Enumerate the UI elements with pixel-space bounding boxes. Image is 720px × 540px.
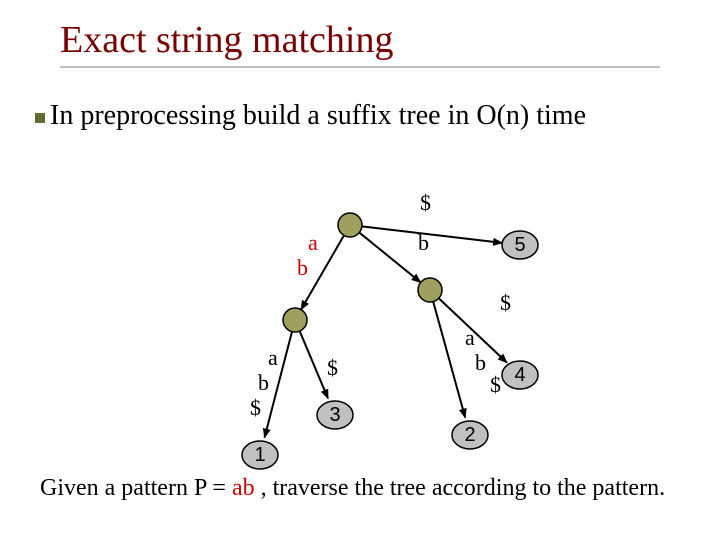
edge-label: b [418, 230, 429, 255]
leaf-label: 3 [329, 404, 340, 426]
internal-node [338, 213, 362, 237]
bottom-suffix: , traverse the tree according to the pat… [255, 475, 665, 501]
tree-edge [300, 331, 328, 398]
bottom-caption: Given a pattern P = ab , traverse the tr… [40, 475, 680, 502]
edge-label: b [258, 370, 269, 395]
edge-label: $ [420, 190, 431, 215]
edge-label: a [268, 345, 278, 370]
suffix-tree-diagram: 54231 $bab$ab$$ab$ [0, 0, 720, 540]
edge-label: b [297, 255, 308, 280]
pattern-text: ab [232, 475, 255, 501]
leaf-label: 2 [464, 424, 475, 446]
internal-node [418, 278, 442, 302]
tree-edge [359, 233, 420, 283]
edge-label: $ [490, 372, 501, 397]
edge-label: $ [500, 290, 511, 315]
edge-label: a [308, 230, 318, 255]
bottom-prefix: Given a pattern P = [40, 475, 232, 501]
edge-label: b [475, 350, 486, 375]
edge-label: a [465, 325, 475, 350]
tree-edge [362, 226, 502, 242]
edge-label: $ [327, 355, 338, 380]
edge-label: $ [250, 395, 261, 420]
leaf-label: 4 [514, 364, 525, 386]
internal-node [283, 308, 307, 332]
leaf-label: 1 [254, 444, 265, 466]
leaf-label: 5 [514, 234, 525, 256]
